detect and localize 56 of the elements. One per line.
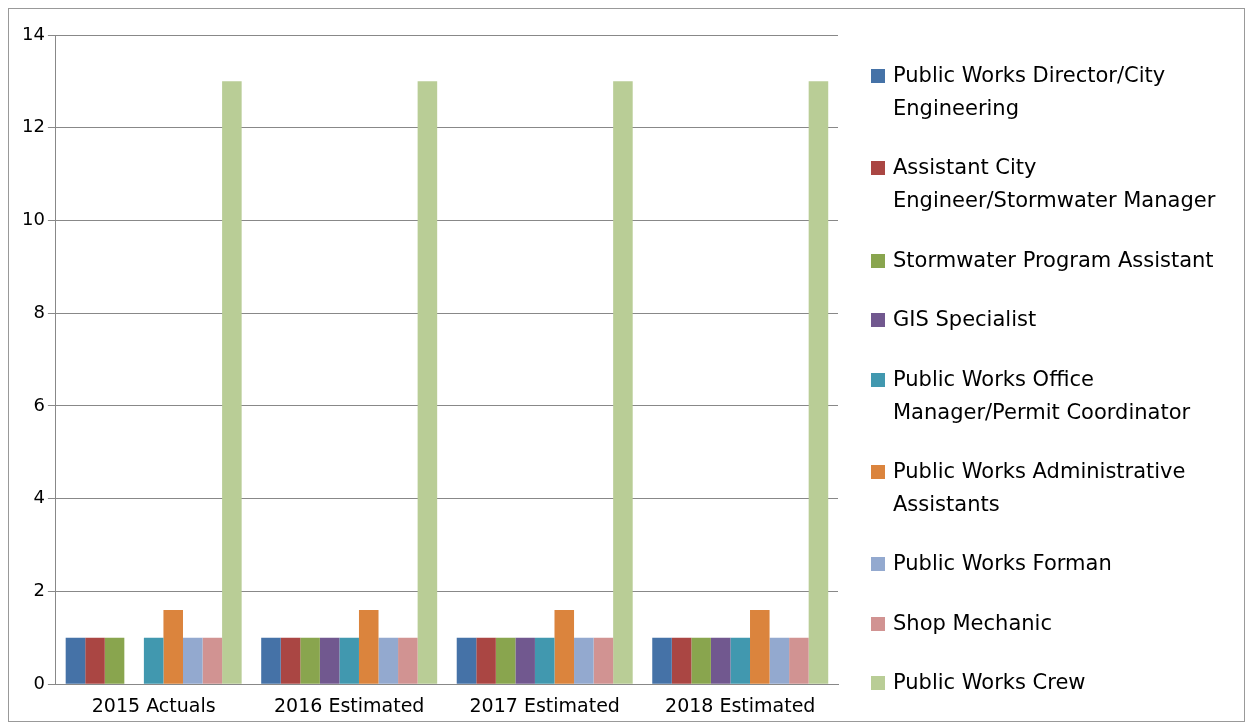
bar xyxy=(280,637,301,684)
bar xyxy=(691,637,711,684)
bar xyxy=(319,637,340,684)
bar xyxy=(104,637,125,684)
bar xyxy=(593,637,614,684)
legend-label: Shop Mechanic xyxy=(893,609,1052,637)
legend-label: Public Works Director/City Engineering xyxy=(893,62,1167,122)
y-tick-label: 12 xyxy=(22,115,45,137)
legend-label: Public Works Administrative Assistants xyxy=(893,457,1187,518)
bar xyxy=(554,610,575,684)
legend-label: Public Works Forman xyxy=(893,550,1112,578)
bar xyxy=(750,610,770,684)
y-tick-label: 4 xyxy=(33,486,45,508)
bar xyxy=(358,610,379,684)
bar xyxy=(222,81,242,684)
bar xyxy=(456,637,477,684)
bar xyxy=(183,637,203,684)
bar xyxy=(652,637,672,684)
bar xyxy=(769,637,790,684)
bar xyxy=(476,637,496,684)
x-tick-label: 2016 Estimated xyxy=(273,693,425,716)
y-tick-label: 6 xyxy=(33,393,45,415)
bar xyxy=(515,637,535,684)
bar xyxy=(163,610,183,684)
x-tick-label: 2017 Estimated xyxy=(469,693,620,716)
bar xyxy=(613,81,633,684)
legend-label: Stormwater Program Assistant xyxy=(893,246,1214,274)
y-tick-label: 10 xyxy=(22,208,45,230)
y-tick-label: 2 xyxy=(33,579,45,601)
bar xyxy=(808,81,829,684)
y-tick-label: 0 xyxy=(33,671,45,693)
bar xyxy=(65,637,86,684)
y-tick-label: 8 xyxy=(33,300,45,322)
bar xyxy=(574,637,594,684)
bar xyxy=(85,637,105,684)
bar xyxy=(534,637,555,684)
bar xyxy=(730,637,751,684)
legend-label: GIS Specialist xyxy=(893,306,1037,334)
bar xyxy=(378,637,399,684)
x-tick-label: 2015 Actuals xyxy=(91,693,216,716)
bar xyxy=(671,637,692,684)
bar xyxy=(300,637,320,684)
x-tick-label: 2018 Estimated xyxy=(665,693,816,716)
legend-label: Assistant City Engineer/Stormwater Manager xyxy=(893,154,1217,215)
bar xyxy=(710,637,731,684)
legend-label: Public Works Office Manager/Permit Coordinator xyxy=(893,365,1192,426)
bar xyxy=(143,637,164,684)
bar xyxy=(789,637,809,684)
bar xyxy=(495,637,516,684)
bar xyxy=(417,81,438,684)
bar xyxy=(398,637,418,684)
legend-label: Public Works Crew xyxy=(893,669,1086,696)
bar xyxy=(339,637,359,684)
bar xyxy=(261,637,281,684)
y-tick-label: 14 xyxy=(22,22,45,44)
bar xyxy=(202,637,223,684)
